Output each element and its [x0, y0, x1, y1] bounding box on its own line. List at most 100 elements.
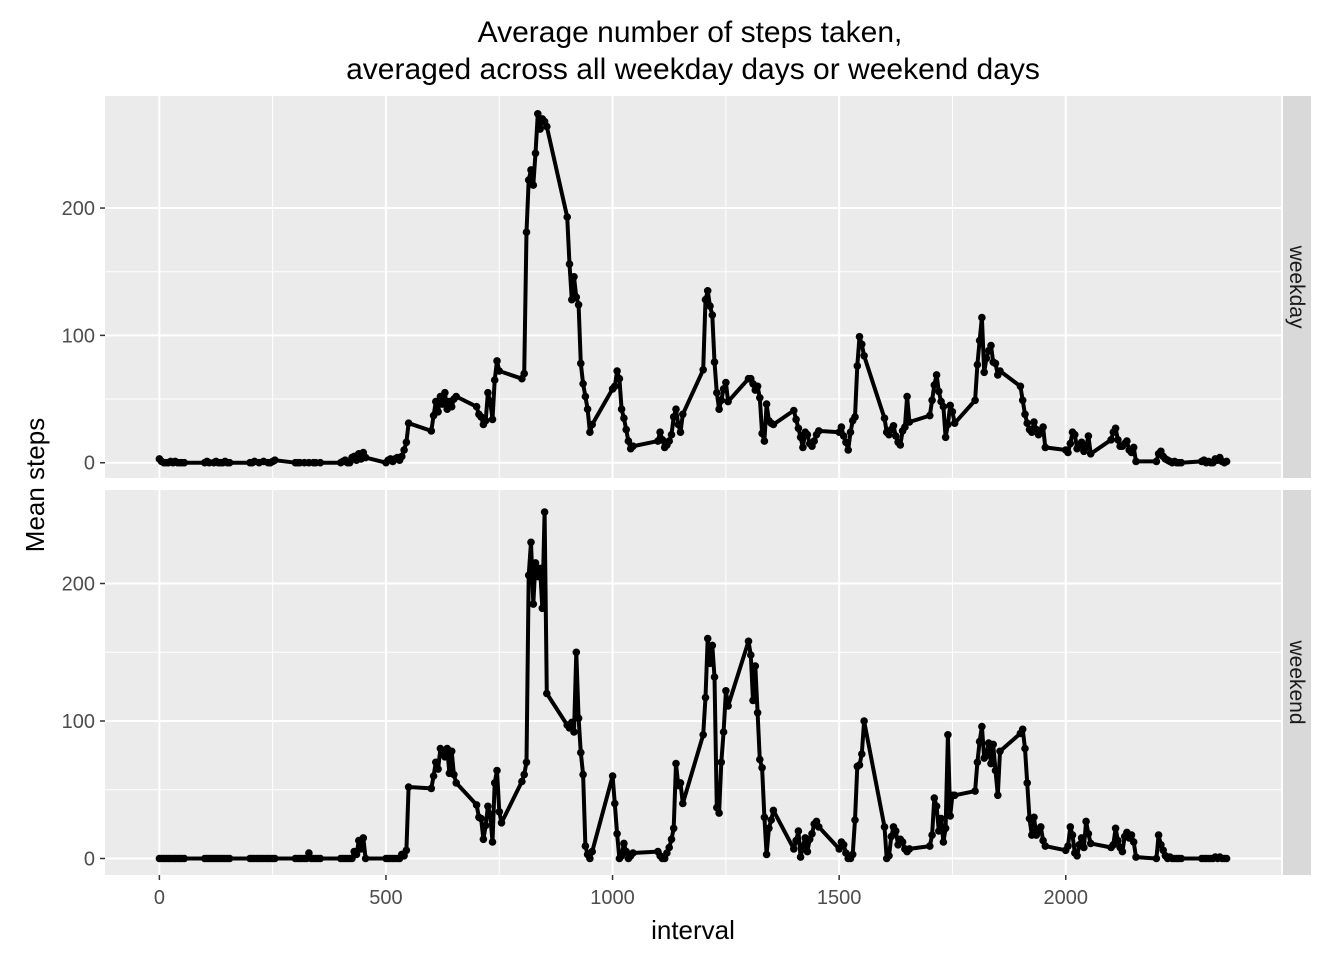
data-point — [880, 414, 889, 423]
data-point — [676, 428, 685, 437]
data-point — [452, 392, 461, 401]
data-point — [1177, 458, 1186, 467]
data-point — [432, 758, 440, 767]
data-point — [531, 559, 540, 567]
data-point — [790, 406, 798, 415]
data-point — [665, 437, 673, 445]
data-point — [896, 441, 905, 449]
data-point — [611, 799, 619, 808]
data-point — [978, 313, 986, 322]
panel-background — [105, 96, 1281, 478]
facet-strip — [1283, 490, 1311, 875]
data-point — [518, 777, 526, 786]
data-point — [1066, 823, 1075, 831]
data-point — [948, 408, 957, 416]
data-point — [792, 415, 800, 424]
data-point — [839, 432, 848, 440]
data-point — [536, 564, 544, 573]
data-point — [975, 737, 984, 746]
data-point — [225, 854, 234, 863]
data-point — [493, 357, 501, 365]
data-point — [572, 648, 581, 657]
data-point — [708, 641, 717, 650]
data-point — [534, 572, 542, 581]
data-point — [971, 787, 979, 795]
data-point — [1039, 423, 1047, 431]
data-point — [611, 382, 619, 391]
data-point — [1222, 854, 1231, 863]
data-point — [434, 408, 442, 416]
data-point — [935, 387, 943, 396]
x-tick-label: 500 — [369, 887, 402, 909]
y-tick-label: 100 — [62, 325, 95, 347]
data-point — [1016, 382, 1025, 391]
panel-weekday: 0 100 200 weekday — [62, 96, 1311, 478]
data-point — [803, 430, 812, 439]
data-point — [1041, 842, 1050, 850]
data-point — [1037, 823, 1045, 831]
data-point — [527, 538, 535, 547]
data-point — [568, 718, 576, 727]
chart-title-line-1: Average number of steps taken, — [478, 16, 903, 49]
data-point — [586, 428, 594, 437]
data-point — [1071, 430, 1079, 439]
data-point — [352, 850, 361, 859]
data-point — [796, 433, 805, 442]
data-point — [477, 814, 485, 823]
data-point — [520, 369, 528, 378]
data-point — [815, 823, 823, 831]
data-point — [672, 405, 680, 414]
data-point — [1086, 450, 1095, 458]
data-point — [488, 415, 497, 424]
data-point — [756, 394, 764, 402]
data-point — [846, 428, 855, 437]
y-tick-label: 200 — [62, 574, 95, 596]
data-point — [744, 637, 753, 646]
y-tick-label: 0 — [84, 849, 95, 871]
data-point — [495, 367, 504, 375]
data-point — [751, 662, 760, 670]
data-point — [722, 378, 730, 387]
data-point — [756, 755, 764, 764]
data-point — [944, 420, 952, 429]
data-point — [1129, 838, 1138, 846]
data-point — [1066, 439, 1075, 448]
data-point — [531, 149, 540, 158]
data-point — [581, 842, 590, 850]
data-point — [493, 766, 501, 775]
data-point — [944, 731, 952, 739]
data-point — [905, 418, 914, 426]
data-point — [447, 402, 456, 411]
data-point — [706, 302, 714, 310]
data-point — [404, 419, 413, 428]
data-point — [622, 425, 630, 434]
y-tick-label: 100 — [62, 711, 95, 733]
data-point — [613, 367, 621, 375]
data-point — [842, 438, 850, 447]
data-point — [679, 410, 687, 419]
x-tick-label: 2000 — [1043, 887, 1088, 909]
data-point — [991, 766, 1000, 775]
data-point — [1111, 424, 1120, 433]
x-tick-label: 1000 — [590, 887, 635, 909]
data-point — [848, 850, 857, 859]
data-point — [799, 443, 807, 452]
data-point — [1018, 396, 1027, 405]
data-point — [717, 758, 726, 767]
data-point — [973, 360, 982, 369]
data-point — [860, 717, 868, 725]
data-point — [1084, 830, 1093, 838]
data-point — [447, 747, 456, 756]
data-point — [1018, 725, 1027, 734]
data-point — [1129, 443, 1138, 452]
data-point — [1041, 443, 1050, 452]
data-point — [808, 830, 816, 838]
data-point — [717, 396, 726, 405]
data-point — [701, 295, 710, 304]
data-point — [617, 405, 626, 414]
data-point — [629, 849, 637, 857]
data-point — [656, 428, 664, 437]
data-point — [749, 696, 757, 705]
data-point — [851, 816, 859, 824]
data-point — [837, 423, 846, 431]
